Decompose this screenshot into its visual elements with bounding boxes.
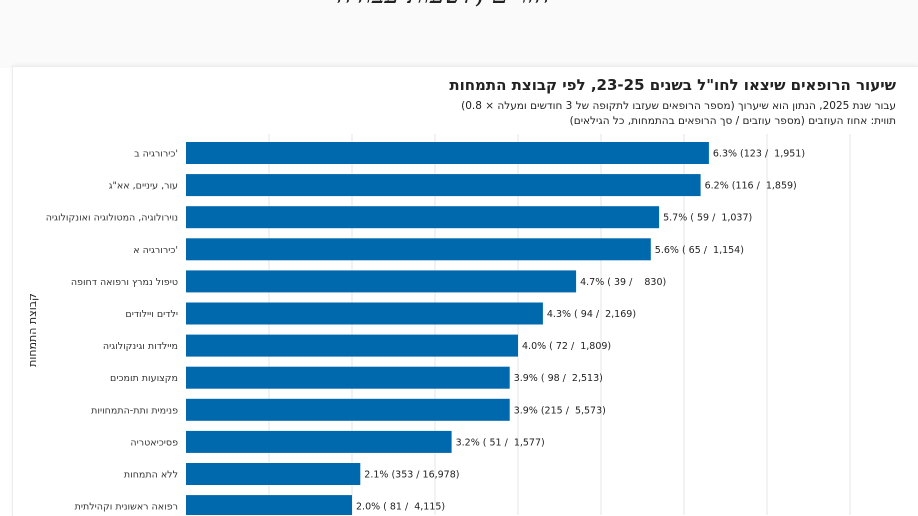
bar	[186, 398, 510, 421]
category-label: רפואה ראשונית וקהילתית	[75, 502, 178, 513]
bar	[186, 495, 352, 515]
chart-title: שיעור הרופאים שיצאו לחו"ל בשנים 23-25, ל…	[449, 76, 896, 94]
category-label: נוירולוגיה, המטולוגיה ואונקולוגיה	[46, 213, 178, 224]
value-label: 4.7% ( 39 / 830)	[580, 277, 666, 288]
bar	[186, 302, 543, 325]
category-label: מיילדות וגינקולוגיה	[103, 341, 178, 352]
bar	[186, 238, 651, 261]
value-label: 6.2% (116 / 1,859)	[705, 181, 797, 192]
bar	[186, 270, 577, 293]
bar	[186, 430, 452, 453]
bars	[186, 142, 709, 515]
value-label: 3.9% (215 / 5,573)	[514, 405, 606, 416]
category-label: מקצועות תומכים	[110, 373, 178, 384]
category-label: טיפול נמרץ ורפואה דחופה	[71, 277, 178, 288]
y-axis-label: קבוצת התמחות	[26, 293, 39, 367]
bar	[186, 366, 510, 389]
category-label: כירורגיה א'	[133, 245, 178, 256]
value-labels: 6.3% (123 / 1,951) 6.2% (116 / 1,859) 5.7%…	[356, 149, 805, 513]
chart-note: תווית: אחוז העוזבים (מספר עוזבים / סך הר…	[569, 115, 896, 127]
top-banner: הזרים ,לשעות עבודה	[0, 0, 918, 68]
bar	[186, 334, 518, 357]
banner-text: הזרים ,לשעות עבודה	[337, 0, 550, 10]
bar	[186, 142, 709, 164]
value-label: 2.0% ( 81 / 4,115)	[356, 502, 445, 513]
category-label: כירורגיה ב'	[134, 149, 178, 160]
value-label: 6.3% (123 / 1,951)	[713, 149, 805, 160]
category-label: פסיכיאטריה	[130, 437, 178, 448]
category-label: עור, עיניים, אא"ג	[109, 181, 178, 192]
chart-subtitle: עבור שנת 2025, הנתון הוא שיערוך (מספר הר…	[461, 100, 896, 112]
value-label: 5.7% ( 59 / 1,037)	[663, 213, 752, 224]
value-label: 3.2% ( 51 / 1,577)	[456, 437, 545, 448]
bar	[186, 206, 660, 229]
category-label: ללא התמחות	[124, 470, 178, 481]
value-label: 3.9% ( 98 / 2,513)	[514, 373, 603, 384]
category-labels: כירורגיה ב' עור, עיניים, אא"ג נוירולוגיה, …	[46, 149, 178, 513]
value-label: 5.6% ( 65 / 1,154)	[655, 245, 744, 256]
category-label: ילדים ויילודים	[125, 309, 178, 320]
value-label: 4.0% ( 72 / 1,809)	[522, 341, 611, 352]
value-label: 2.1% (353 / 16,978)	[364, 470, 459, 481]
bar	[186, 174, 701, 197]
value-label: 4.3% ( 94 / 2,169)	[547, 309, 636, 320]
category-label: פנימית ותת-התמחויות	[91, 405, 178, 416]
bar	[186, 463, 361, 485]
